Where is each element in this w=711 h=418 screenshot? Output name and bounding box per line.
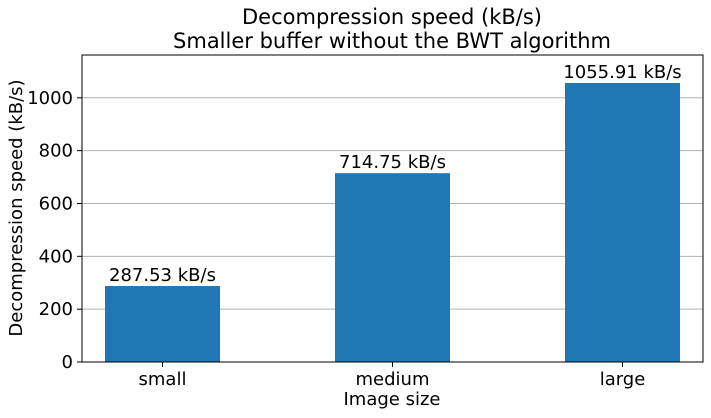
data-labels: 287.53 kB/s 714.75 kB/s 1055.91 kB/s (109, 62, 682, 286)
bar-medium (335, 173, 450, 362)
data-label-medium: 714.75 kB/s (339, 152, 446, 173)
chart-title: Decompression speed (kB/s) (242, 5, 542, 29)
y-tick-label: 400 (39, 246, 73, 267)
x-tick-label-small: small (139, 369, 187, 390)
bar-small (105, 286, 220, 362)
y-axis-label: Decompression speed (kB/s) (6, 79, 27, 336)
y-axis-ticks: 0 200 400 600 800 1000 (27, 88, 82, 373)
x-tick-label-medium: medium (356, 369, 430, 390)
bar-large (565, 83, 680, 363)
bars (105, 83, 680, 363)
y-tick-label: 200 (39, 299, 73, 320)
y-tick-label: 0 (62, 352, 73, 373)
y-tick-label: 800 (39, 141, 73, 162)
data-label-small: 287.53 kB/s (109, 265, 216, 286)
chart-subtitle: Smaller buffer without the BWT algorithm (173, 29, 611, 53)
x-axis-label: Image size (344, 389, 441, 410)
y-tick-label: 1000 (27, 88, 73, 109)
x-tick-label-large: large (600, 369, 646, 390)
y-tick-label: 600 (39, 193, 73, 214)
x-axis-ticks: small medium large (139, 362, 646, 390)
data-label-large: 1055.91 kB/s (563, 62, 681, 83)
